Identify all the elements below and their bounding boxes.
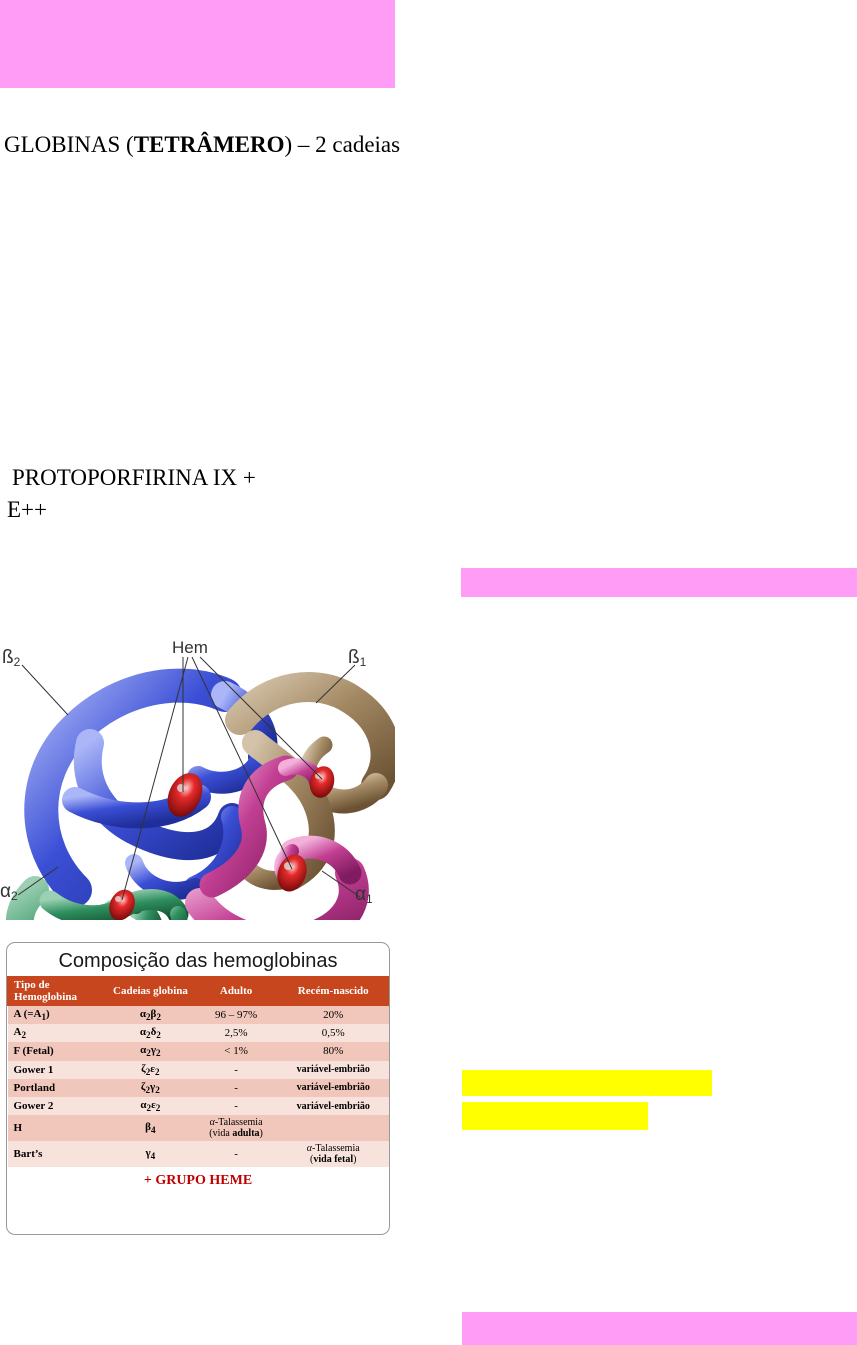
svg-text:α1: α1: [355, 884, 373, 906]
svg-text:Hem: Hem: [172, 638, 208, 657]
svg-text:ß2: ß2: [2, 647, 21, 669]
svg-text:ß1: ß1: [348, 647, 367, 669]
svg-text:α2: α2: [0, 881, 18, 903]
